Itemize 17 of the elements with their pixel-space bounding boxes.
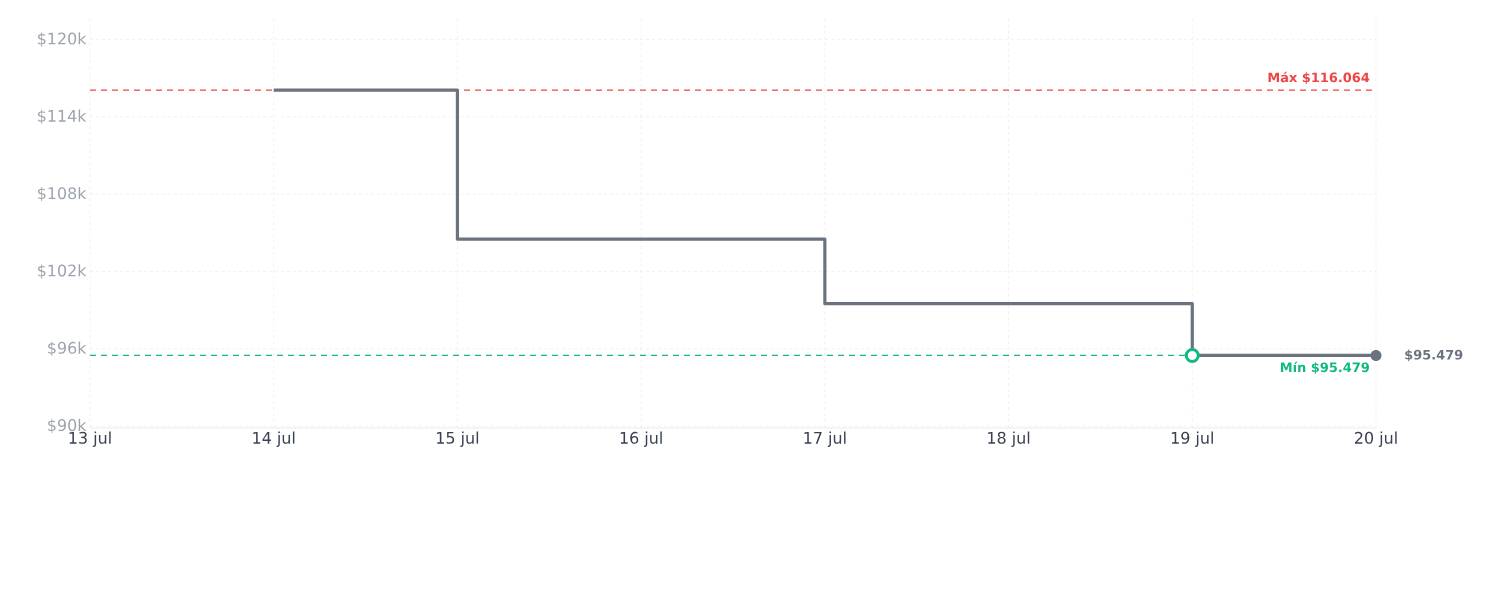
y-tick-label: $90k xyxy=(48,418,87,434)
ref-line-label: Máx $116.064 xyxy=(1268,71,1370,84)
annotation: $95.479 xyxy=(1405,349,1463,362)
y-tick-label: $120k xyxy=(38,32,87,47)
x-tick-label: 14 jul xyxy=(253,431,295,447)
y-tick-label: $102k xyxy=(38,264,87,279)
x-tick-label: 17 jul xyxy=(804,431,846,447)
x-tick-label: 15 jul xyxy=(437,431,479,447)
ref-line-label: Mín $95.479 xyxy=(1280,361,1369,374)
y-tick-label: $96k xyxy=(48,341,87,356)
x-tick-label: 16 jul xyxy=(620,431,662,447)
x-tick-label: 18 jul xyxy=(988,431,1030,447)
y-tick-label: $108k xyxy=(38,186,87,202)
x-tick-label: 20 jul xyxy=(1355,431,1397,447)
x-tick-label: 13 jul xyxy=(69,431,111,447)
y-tick-label: $114k xyxy=(38,109,87,125)
x-tick-label: 19 jul xyxy=(1171,431,1213,447)
